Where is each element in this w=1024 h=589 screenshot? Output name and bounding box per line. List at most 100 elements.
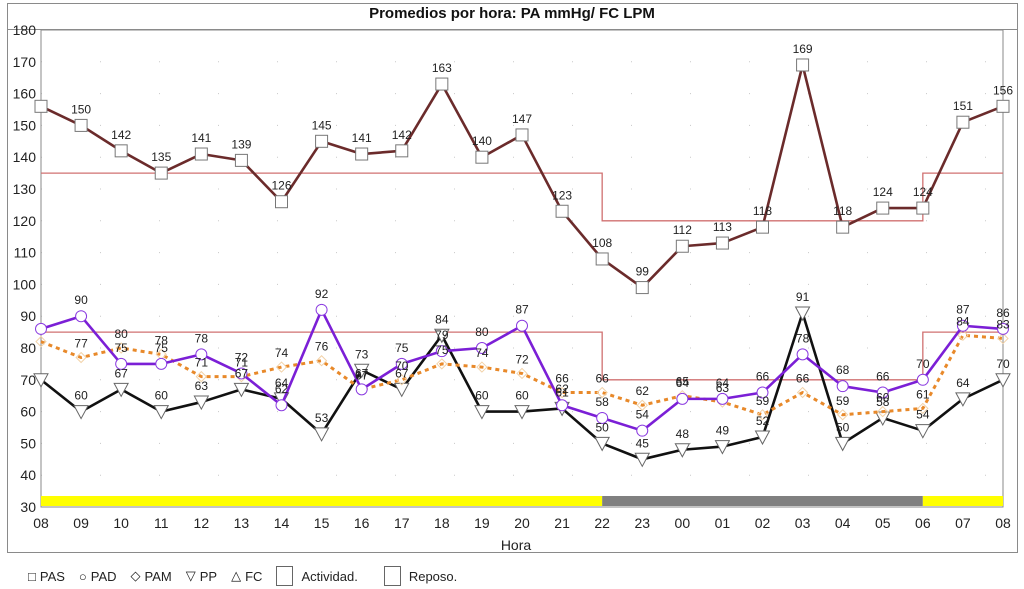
- series-pad-marker: [235, 367, 248, 380]
- data-label: 142: [111, 128, 131, 142]
- series-pas-marker: [996, 99, 1010, 113]
- x-tick-label: 17: [394, 515, 410, 531]
- data-label: 135: [151, 150, 171, 164]
- series-pas-marker: [635, 281, 649, 295]
- x-tick-label: 05: [875, 515, 891, 531]
- data-label: 53: [315, 411, 329, 425]
- series-pas-marker: [355, 147, 369, 161]
- series-pp-marker: [674, 443, 691, 458]
- data-label: 169: [793, 42, 813, 56]
- data-label: 151: [953, 99, 973, 113]
- series-pas-marker: [435, 77, 449, 91]
- square-icon: □: [28, 568, 36, 584]
- series-pam-marker: [756, 409, 769, 421]
- data-label: 80: [114, 327, 128, 341]
- data-label: 163: [432, 61, 452, 75]
- y-tick-label: 40: [20, 467, 36, 483]
- actividad-swatch: [276, 566, 294, 586]
- y-tick-label: 140: [13, 149, 37, 165]
- data-label: 75: [395, 341, 409, 355]
- series-pad-marker: [716, 392, 729, 405]
- series-pp-marker: [594, 436, 611, 452]
- period-segment: [41, 496, 603, 506]
- data-label: 64: [716, 376, 730, 390]
- series-pp-marker: [754, 430, 771, 446]
- series-pas-marker: [114, 144, 128, 158]
- series-pam-marker: [596, 386, 608, 399]
- series-pad-marker: [756, 386, 769, 399]
- data-label: 77: [74, 337, 88, 351]
- y-tick-label: 160: [13, 86, 37, 102]
- series-pad-marker: [435, 345, 448, 358]
- data-label: 67: [355, 368, 369, 382]
- data-label: 64: [676, 376, 690, 390]
- series-pp-marker: [313, 427, 330, 442]
- data-label: 58: [876, 395, 890, 409]
- y-tick-label: 60: [20, 404, 36, 420]
- series-pp-marker: [393, 382, 410, 398]
- series-pas-marker: [675, 239, 689, 253]
- period-segment: [922, 496, 1003, 506]
- series-pad-marker: [956, 319, 969, 332]
- series-pam-marker: [476, 361, 488, 373]
- legend: □ PAS ○ PAD ◇ PAM ▽ PP △ FC Actividad. Reposo…: [28, 566, 471, 586]
- threshold-lines: [41, 172, 1003, 381]
- series-pp-marker: [914, 424, 931, 439]
- series-pam-line: [40, 333, 1004, 417]
- data-label: 112: [673, 223, 692, 237]
- data-label: 67: [355, 366, 369, 380]
- circle-icon: ○: [78, 568, 87, 584]
- series-pp-marker: [433, 328, 450, 344]
- data-label: 59: [836, 394, 850, 408]
- series-pas-marker: [595, 252, 609, 266]
- data-label: 79: [435, 328, 449, 342]
- data-label: 87: [515, 303, 529, 317]
- series-pam-marker: [796, 386, 809, 399]
- data-label: 87: [956, 303, 970, 317]
- data-label: 66: [756, 370, 770, 384]
- data-label: 71: [235, 356, 249, 370]
- data-label: 99: [636, 265, 650, 279]
- x-tick-label: 23: [634, 515, 650, 531]
- series-pad-marker: [75, 310, 88, 323]
- plot-area: [40, 29, 1004, 508]
- x-tick-label: 22: [594, 515, 610, 531]
- x-tick-label: 16: [354, 515, 370, 531]
- series-pas-marker: [315, 134, 329, 148]
- data-label: 126: [271, 179, 291, 193]
- data-label: 73: [355, 347, 369, 361]
- data-label: 66: [796, 372, 810, 386]
- series-pas-marker: [836, 220, 850, 234]
- series-pam-marker: [115, 342, 127, 354]
- data-label: 50: [595, 420, 609, 434]
- series-pad-marker: [155, 357, 168, 370]
- series-pad-marker: [195, 348, 208, 361]
- series-pas-marker: [796, 58, 810, 72]
- data-label: 63: [716, 381, 730, 395]
- x-tick-label: 11: [154, 515, 169, 531]
- data-label: 84: [956, 314, 970, 328]
- data-label: 80: [475, 325, 489, 339]
- reposo-swatch: [383, 566, 401, 586]
- series-pas-marker: [876, 201, 890, 215]
- series-pas-marker: [234, 153, 248, 167]
- y-tick-label: 100: [13, 276, 37, 292]
- period-bar: [41, 496, 1003, 506]
- x-tick-label: 02: [755, 515, 771, 531]
- series-pam-marker: [35, 335, 47, 348]
- y-ticks: 30 40 50 60 70 80 90 100 110 120 130 140 150 160 170 18…: [13, 22, 37, 515]
- series-pad-marker: [596, 411, 609, 424]
- x-tick-label: 12: [194, 515, 210, 531]
- y-tick-label: 50: [20, 435, 36, 451]
- series-pp-marker: [514, 405, 530, 420]
- series-pam-marker: [836, 409, 849, 421]
- data-label: 50: [836, 420, 850, 434]
- data-label: 70: [395, 359, 409, 373]
- series-pp-marker: [113, 382, 130, 398]
- y-tick-label: 70: [20, 372, 36, 388]
- data-label: 123: [552, 188, 572, 202]
- data-label: 156: [993, 83, 1013, 97]
- series-pp-marker: [995, 373, 1011, 388]
- x-tick-label: 08: [33, 515, 49, 531]
- data-label: 72: [235, 350, 249, 364]
